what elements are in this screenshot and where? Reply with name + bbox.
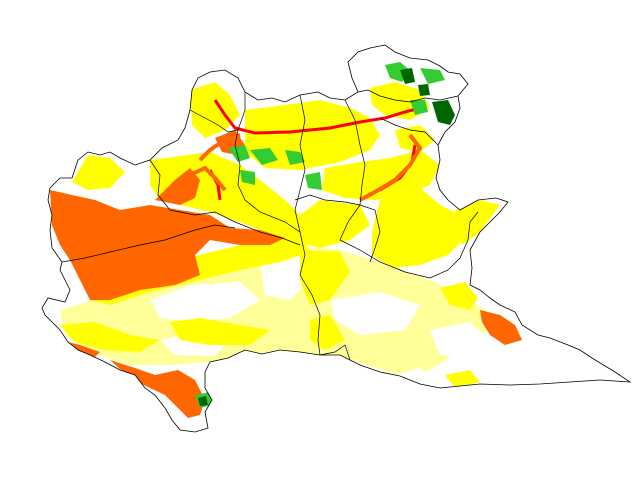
- province-boundaries: [61, 89, 479, 361]
- dark-green-zones: [198, 68, 455, 406]
- white-patches: [150, 250, 610, 388]
- region-boundary: [41, 44, 632, 433]
- orange-lines: [189, 133, 423, 202]
